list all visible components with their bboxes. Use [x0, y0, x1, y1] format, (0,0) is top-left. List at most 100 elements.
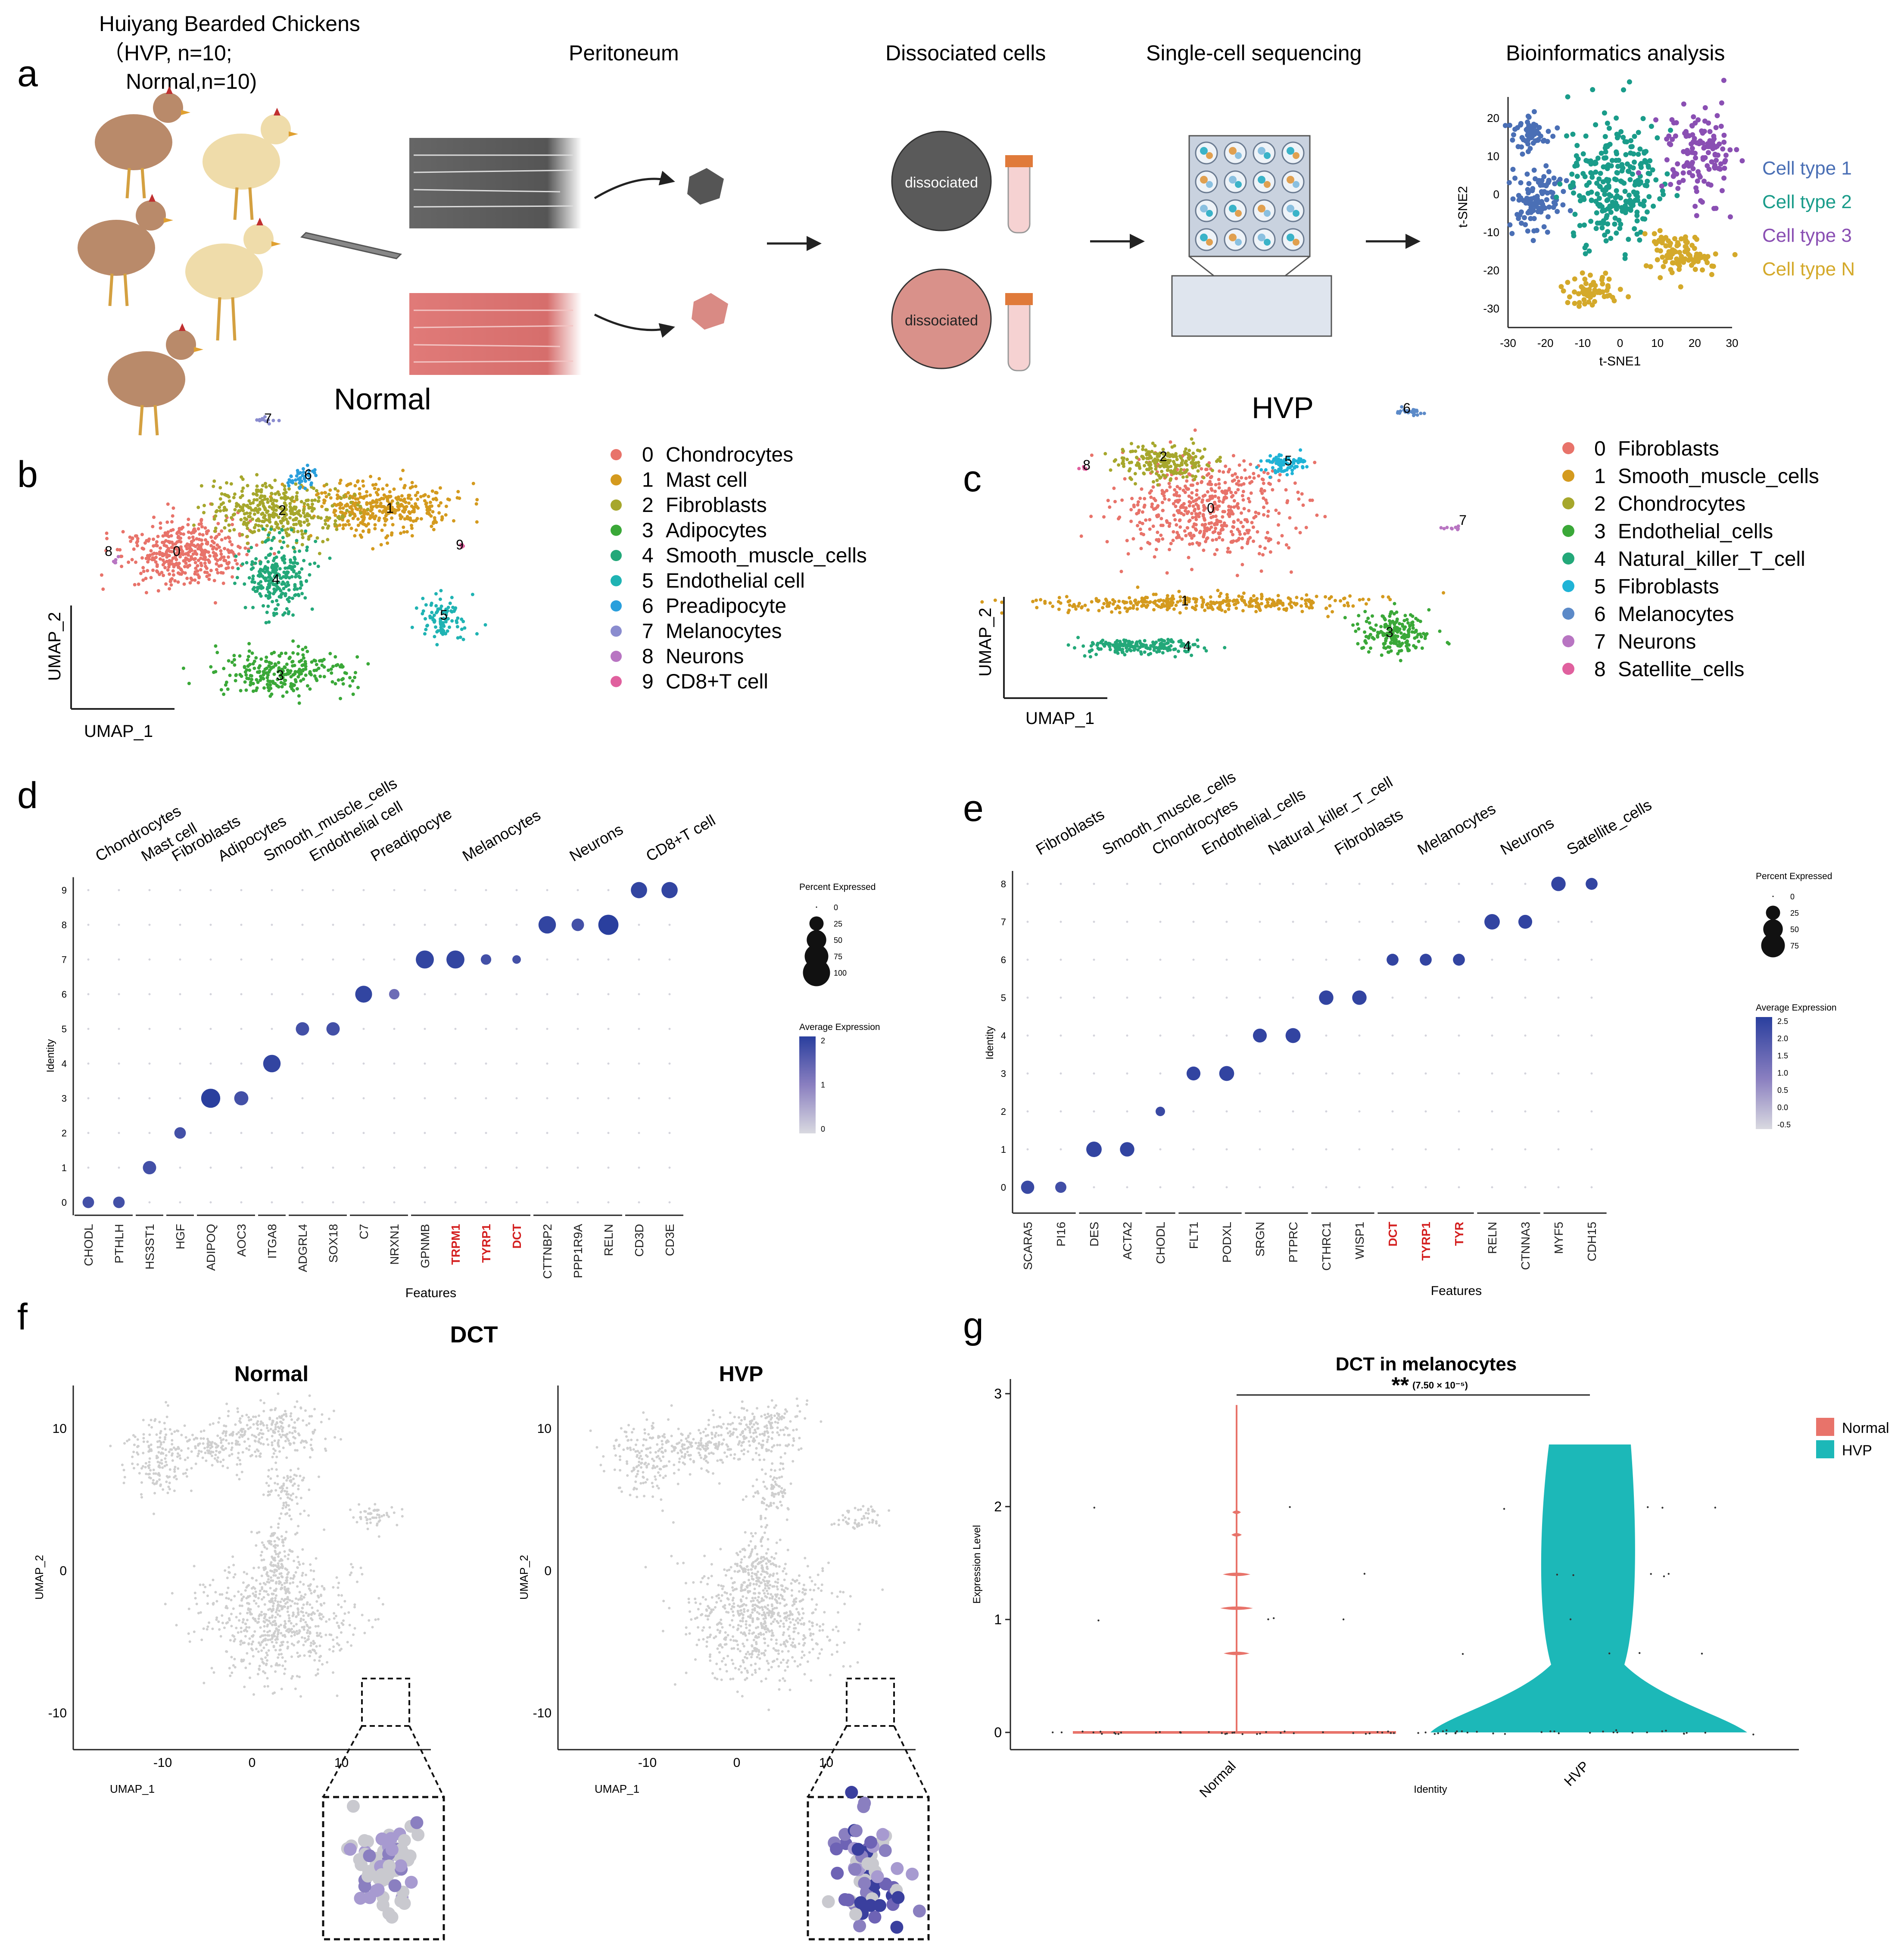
dissociated-text-hvp: dissociated	[905, 175, 978, 191]
dot-background	[1192, 1186, 1195, 1189]
dot-background	[1126, 996, 1128, 999]
inset-marker	[361, 1678, 410, 1727]
umap-c-cluster-2	[1103, 437, 1222, 487]
dot-background	[332, 924, 334, 926]
dot-background	[240, 1132, 243, 1134]
umap-b-cluster-label: 6	[304, 467, 312, 482]
dot-background	[424, 1201, 426, 1204]
dot-background	[515, 889, 518, 891]
violin-jitter-point	[1159, 1731, 1161, 1733]
dot-background	[1225, 1110, 1228, 1113]
violin-legend-label: Normal	[1842, 1420, 1889, 1436]
inset-cell	[354, 1891, 367, 1905]
dot-background	[1325, 883, 1328, 885]
umap-c-cluster-4	[1066, 636, 1227, 658]
violin-jitter-point	[1259, 1732, 1261, 1735]
pct-legend-dot	[807, 930, 826, 950]
dot-background	[1292, 1110, 1294, 1113]
dot-background	[1126, 921, 1128, 923]
tsne-ytick: -20	[1483, 264, 1499, 277]
single-cell-seq-label: Single-cell sequencing	[1146, 41, 1362, 65]
inset-cell	[394, 1859, 407, 1872]
dotplot-gene-label: DCT	[1386, 1222, 1399, 1247]
inset-cell	[388, 1879, 402, 1892]
dot-background	[638, 958, 640, 961]
feature-cells-left	[109, 1401, 205, 1515]
well-cell	[1235, 152, 1242, 159]
dot-background	[1126, 1186, 1128, 1189]
dot-background	[668, 1167, 671, 1169]
dot-point	[1219, 1066, 1234, 1081]
dotplot-gene-label: RELN	[602, 1224, 615, 1256]
violin-jitter-point	[1686, 1732, 1688, 1734]
dot-background	[485, 889, 487, 891]
dotplot-gene-label: CDH15	[1585, 1222, 1599, 1261]
dot-background	[576, 1201, 579, 1204]
legend-b-id: 4	[642, 544, 654, 567]
dotplot-gene-label: ADGRL4	[296, 1224, 309, 1272]
dotplot-gene-label: NRXN1	[388, 1224, 401, 1265]
legend-c-id: 1	[1594, 465, 1606, 488]
violin-jitter-point	[1081, 1730, 1084, 1733]
inset-cell	[363, 1849, 376, 1863]
dotplot-d-legend: Percent Expressed 0 25 50 75 100 Average Expre…	[799, 882, 880, 1133]
violin-jitter-point	[1267, 1618, 1269, 1620]
dot-point	[416, 950, 434, 969]
dot-point	[1387, 954, 1399, 966]
dot-background	[1159, 958, 1162, 961]
dot-background	[1060, 1034, 1062, 1037]
dot-background	[1325, 958, 1328, 961]
legend-c-id: 5	[1594, 575, 1606, 598]
inset-cell	[891, 1862, 904, 1875]
dot-point	[1551, 877, 1566, 891]
dot-background	[1491, 1186, 1493, 1189]
violin-jitter-point	[1224, 1733, 1227, 1735]
well-cell	[1229, 205, 1237, 212]
umap-c-cluster-label: 5	[1284, 453, 1292, 468]
legend-c-label: Neurons	[1618, 630, 1696, 653]
dot-background	[332, 958, 334, 961]
violin-jitter-point	[1549, 1730, 1552, 1732]
umap-b-cluster-6	[286, 463, 318, 490]
pct-legend-dot	[1766, 905, 1780, 920]
dot-background	[1358, 1034, 1361, 1037]
inset-cell	[849, 1824, 863, 1838]
dot-background	[301, 993, 304, 995]
panel-c-title: HVP	[1252, 391, 1314, 424]
tsne-xtick: 30	[1726, 337, 1739, 349]
violin-jitter-point	[1661, 1730, 1663, 1732]
panel-b-title: Normal	[334, 382, 431, 416]
dot-background	[515, 1062, 518, 1065]
umap-c-cluster-label: 7	[1459, 512, 1467, 528]
dot-background	[1026, 1110, 1029, 1113]
inset-cell	[822, 1895, 835, 1908]
avg-legend-tick: 2	[821, 1036, 825, 1045]
violin-jitter-point	[1553, 1730, 1555, 1732]
dot-point	[326, 1022, 340, 1036]
legend-hvp-clusters: 0 Fibroblasts 1 Smooth_muscle_cells 2 Chondro…	[1562, 437, 1819, 681]
dotplot-gene-label: SCARA5	[1021, 1222, 1035, 1270]
dot-point	[598, 914, 619, 935]
dot-background	[1159, 1034, 1162, 1037]
dot-background	[454, 1201, 457, 1204]
umap-c-cluster-3	[1343, 602, 1451, 662]
dot-background	[576, 889, 579, 891]
well-cell	[1235, 210, 1242, 217]
dot-background	[638, 993, 640, 995]
dotplot-ytick: 8	[1001, 879, 1006, 889]
dot-background	[1060, 921, 1062, 923]
panel-letter-d: d	[17, 775, 38, 816]
dot-point	[1420, 954, 1432, 966]
dot-background	[1159, 921, 1162, 923]
dot-background	[1292, 958, 1294, 961]
dot-background	[1524, 1110, 1527, 1113]
dot-background	[1491, 1110, 1493, 1113]
well-cell	[1206, 239, 1213, 246]
dotplot-ytick: 3	[1001, 1068, 1006, 1079]
inset-cell	[871, 1870, 884, 1883]
inset-cell	[398, 1834, 411, 1847]
dot-background	[393, 1028, 396, 1030]
dot-point	[234, 1091, 249, 1105]
dot-background	[1424, 1034, 1427, 1037]
violin-jitter-point	[1476, 1731, 1478, 1733]
